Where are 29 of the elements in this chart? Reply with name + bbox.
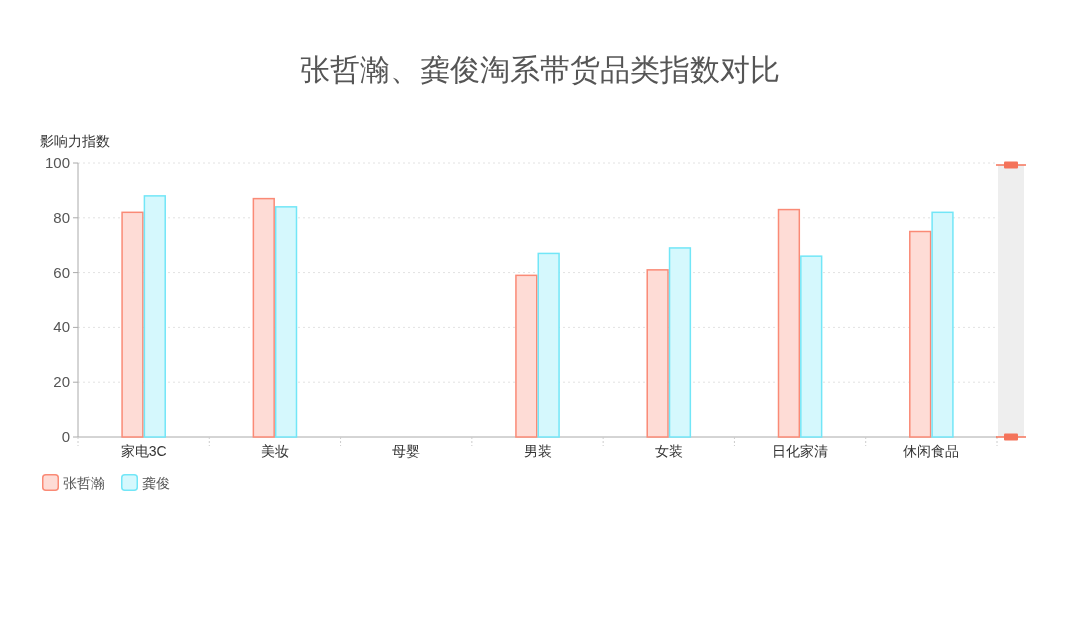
x-tick-label: 家电3C <box>120 443 167 459</box>
bar <box>646 269 669 438</box>
bar <box>537 252 560 438</box>
x-tick-label: 日化家清 <box>772 443 829 459</box>
x-tick-label: 男装 <box>523 443 552 459</box>
bar <box>252 197 275 438</box>
bar <box>668 247 692 438</box>
bar <box>909 230 932 438</box>
x-tick-label: 休闲食品 <box>903 443 960 459</box>
y-tick-label: 0 <box>61 428 70 445</box>
y-tick-label: 60 <box>53 263 70 281</box>
x-tick-label: 母婴 <box>392 443 421 459</box>
x-tick-label: 美妆 <box>260 443 289 459</box>
legend-label: 龚俊 <box>142 474 170 491</box>
bar <box>274 206 298 438</box>
y-tick-label: 100 <box>44 154 70 171</box>
bar <box>515 274 538 438</box>
x-tick-label: 女装 <box>654 443 683 459</box>
y-axis-title: 影响力指数 <box>40 133 110 149</box>
bar <box>121 211 144 438</box>
y-tick-label: 80 <box>53 208 70 226</box>
y-tick-label: 40 <box>53 318 70 336</box>
bar <box>800 255 823 438</box>
chart-title: 张哲瀚、龚俊淘系带货品类指数对比 <box>300 53 780 86</box>
bar <box>143 195 166 438</box>
bar <box>777 208 801 438</box>
legend-label: 张哲瀚 <box>63 474 105 491</box>
bar <box>931 211 954 438</box>
y-tick-label: 20 <box>53 373 70 391</box>
